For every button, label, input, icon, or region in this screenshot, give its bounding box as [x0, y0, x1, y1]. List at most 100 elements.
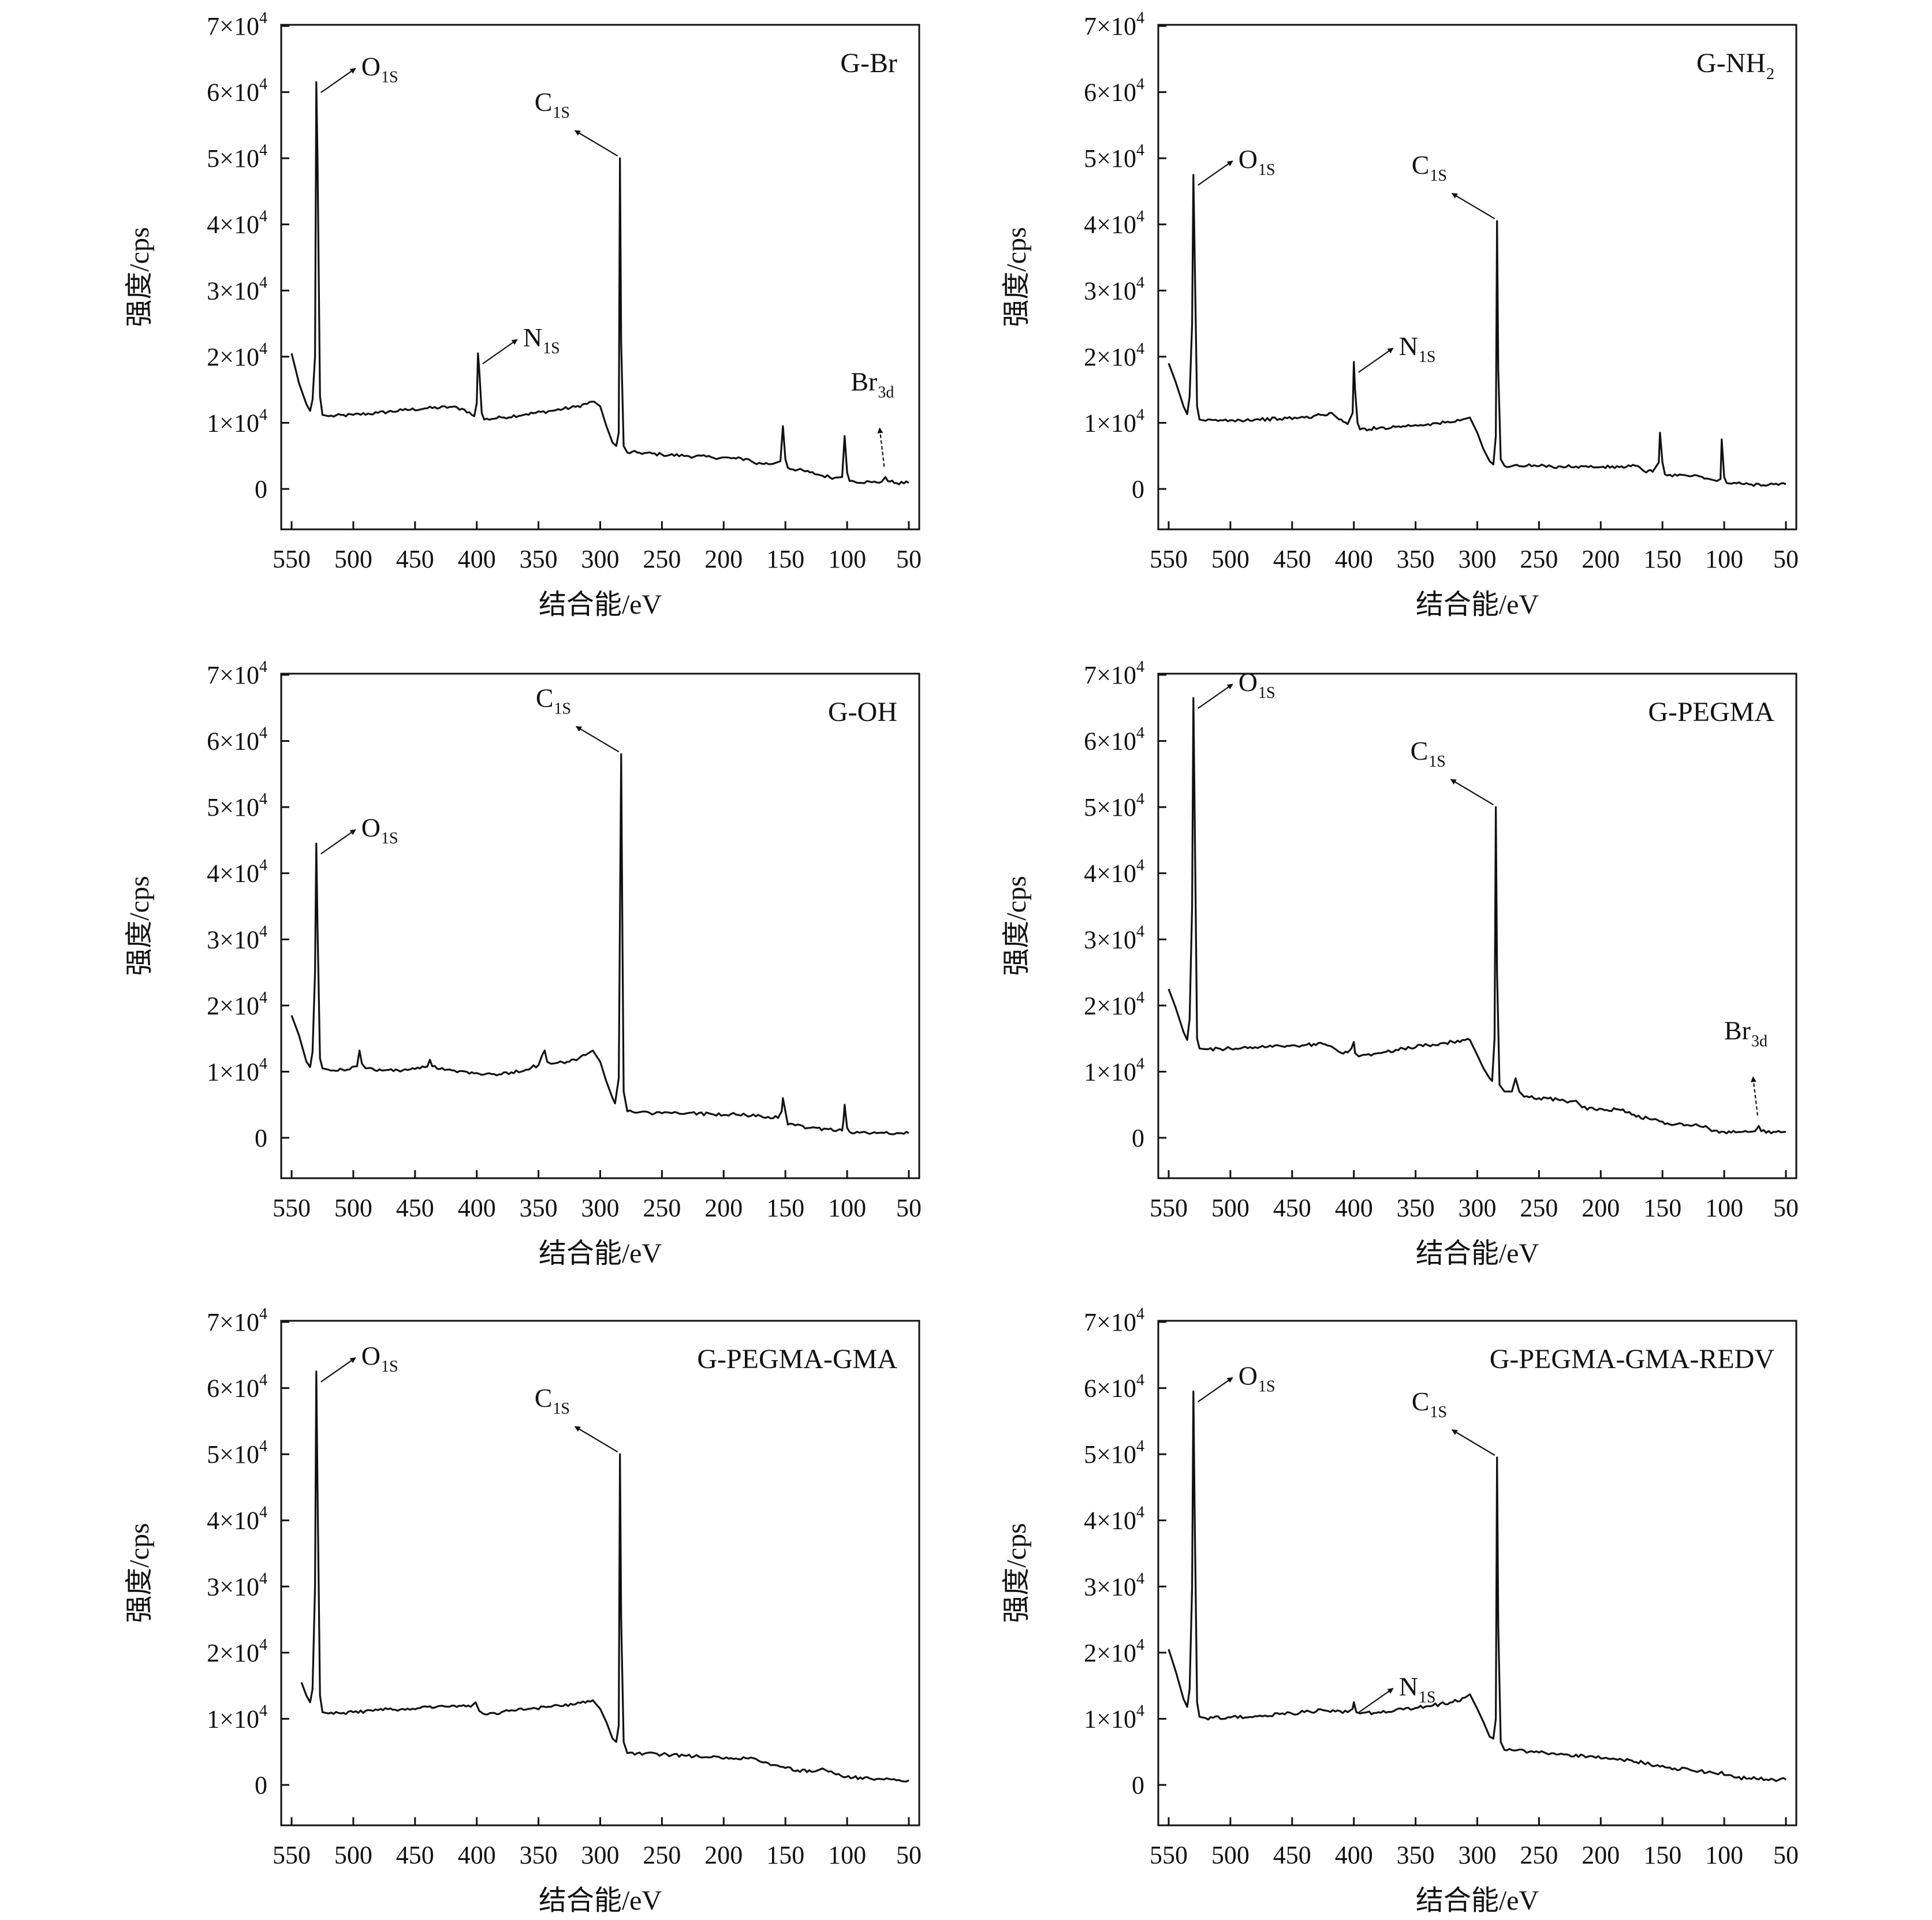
y-tick-mantissa: 4×10: [207, 860, 259, 888]
x-axis-title: 结合能/eV: [539, 1238, 662, 1269]
peak-label: Br3d: [1724, 1015, 1767, 1050]
x-tick-label: 500: [334, 1194, 372, 1222]
y-tick-mantissa: 6×10: [207, 79, 259, 107]
x-tick-label: 450: [1273, 1194, 1311, 1222]
y-tick-mantissa: 0: [1132, 1124, 1144, 1152]
peak-label-part: C: [536, 683, 554, 712]
y-axis-title: 强度/cps: [124, 1523, 155, 1623]
peak-label-part: 1S: [1258, 684, 1275, 702]
peak-label-part: 1S: [1419, 1689, 1436, 1706]
y-tick-label: 2×104: [207, 989, 267, 1020]
x-tick-label: 200: [1582, 1194, 1620, 1222]
spectrum-line: [300, 1370, 909, 1783]
peak-label-part: O: [361, 1341, 381, 1370]
annotation-arrow: [320, 1357, 356, 1383]
peak-label-part: N: [523, 323, 542, 352]
x-tick-label: 300: [1459, 545, 1497, 573]
y-tick-mantissa: 3×10: [207, 277, 259, 305]
x-tick-label: 550: [273, 1194, 311, 1222]
y-axis-title: 强度/cps: [1001, 1523, 1032, 1623]
y-tick-exponent: 4: [1136, 141, 1144, 159]
x-tick-label: 450: [396, 1194, 434, 1222]
peak-label-part: 1S: [381, 1358, 398, 1376]
x-tick-label: 500: [1211, 1194, 1250, 1222]
x-tick-label: 200: [704, 1841, 743, 1869]
x-tick-label: 350: [520, 545, 558, 573]
peak-label-part: O: [361, 813, 381, 842]
y-tick-mantissa: 3×10: [1084, 277, 1136, 305]
y-tick-label: 3×104: [1084, 274, 1144, 305]
annotation-arrow: [1198, 1377, 1233, 1403]
peak-annotation: C1S: [536, 683, 620, 753]
y-tick-exponent: 4: [259, 406, 267, 424]
y-tick-mantissa: 5×10: [1084, 1440, 1136, 1469]
annotation-arrow: [1358, 1687, 1394, 1713]
y-tick-mantissa: 2×10: [1084, 992, 1136, 1020]
y-tick-label: 5×104: [207, 790, 267, 821]
spectrum-line: [1168, 174, 1786, 487]
y-tick-label: 0: [1132, 1771, 1144, 1799]
y-tick-label: 0: [255, 1771, 267, 1799]
x-tick-label: 100: [1705, 545, 1743, 573]
y-tick-exponent: 4: [259, 9, 267, 27]
x-tick-label: 200: [704, 545, 743, 573]
peak-annotation: N1S: [1358, 331, 1436, 373]
plot-frame: [1157, 1320, 1797, 1826]
y-tick-label: 4×104: [207, 208, 267, 239]
x-tick-label: 250: [643, 1841, 681, 1869]
y-tick-mantissa: 2×10: [1084, 343, 1136, 371]
y-tick-mantissa: 7×10: [1084, 661, 1136, 689]
x-tick-label: 450: [1273, 1841, 1311, 1869]
x-tick-label: 150: [766, 1194, 804, 1222]
peak-label: C1S: [535, 87, 570, 122]
x-tick-label: 200: [1582, 545, 1620, 573]
x-tick-label: 400: [1335, 1841, 1373, 1869]
y-tick-exponent: 4: [259, 1372, 267, 1389]
peak-label-part: O: [1239, 1361, 1258, 1390]
y-tick-label: 6×104: [207, 724, 267, 756]
peak-label-part: C: [1412, 150, 1430, 180]
annotation-arrow: [574, 130, 618, 157]
y-tick-mantissa: 7×10: [207, 12, 259, 40]
y-tick-label: 4×104: [207, 1504, 267, 1535]
x-tick-label: 450: [396, 1841, 434, 1869]
spectrum-line: [1168, 697, 1786, 1135]
x-tick-label: 300: [1459, 1841, 1497, 1869]
panel-title-part: 2: [1766, 65, 1774, 83]
y-tick-label: 4×104: [1084, 208, 1144, 239]
y-tick-label: 4×104: [1084, 857, 1144, 888]
y-tick-label: 6×104: [207, 1372, 267, 1403]
y-tick-label: 4×104: [1084, 1504, 1144, 1535]
y-tick-mantissa: 2×10: [1084, 1639, 1136, 1667]
peak-annotation: O1S: [1198, 1361, 1275, 1403]
y-tick-exponent: 4: [259, 340, 267, 358]
y-tick-mantissa: 3×10: [1084, 925, 1136, 954]
y-tick-exponent: 4: [1136, 1372, 1144, 1389]
x-tick-label: 550: [273, 1841, 311, 1869]
spectrum-line: [290, 753, 909, 1135]
y-tick-mantissa: 2×10: [207, 1639, 259, 1667]
peak-label-part: 1S: [554, 700, 572, 718]
x-tick-label: 450: [1273, 545, 1311, 573]
x-tick-label: 350: [1397, 545, 1435, 573]
y-tick-mantissa: 0: [255, 1124, 267, 1152]
x-tick-label: 500: [334, 1841, 372, 1869]
peak-label-part: 1S: [1429, 753, 1446, 771]
y-tick-mantissa: 4×10: [1084, 211, 1136, 239]
y-tick-exponent: 4: [259, 1504, 267, 1522]
y-axis-title: 强度/cps: [1001, 876, 1032, 976]
x-axis-title: 结合能/eV: [1416, 1238, 1539, 1269]
y-tick-label: 1×104: [207, 1702, 267, 1733]
plot-frame: [280, 1320, 920, 1826]
peak-annotation: C1S: [1412, 150, 1495, 219]
y-tick-exponent: 4: [259, 922, 267, 940]
y-tick-exponent: 4: [259, 274, 267, 292]
y-tick-mantissa: 4×10: [1084, 1507, 1136, 1535]
annotation-arrow: [320, 68, 356, 94]
peak-label-part: O: [361, 51, 381, 81]
annotation-arrow: [877, 427, 885, 467]
x-tick-label: 100: [828, 1841, 866, 1869]
y-tick-label: 2×104: [1084, 989, 1144, 1020]
